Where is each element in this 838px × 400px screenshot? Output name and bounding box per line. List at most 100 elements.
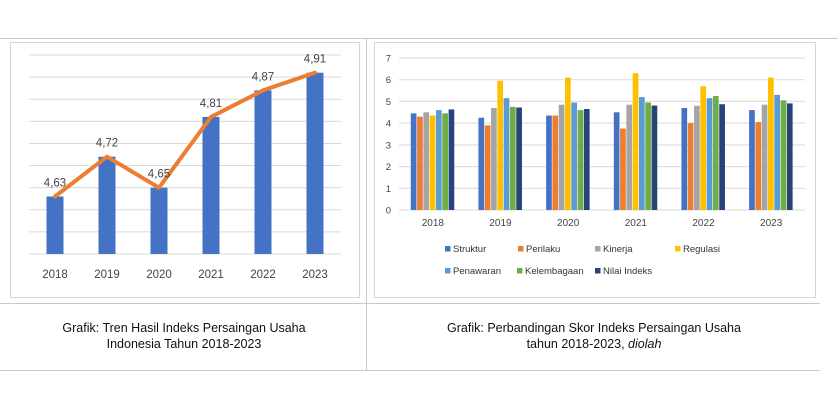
data-label: 4,87 [252, 71, 274, 83]
bar-2021 [202, 116, 220, 255]
bar-kelembagaan-2022 [712, 96, 719, 210]
y-tick-label: 0 [386, 206, 391, 217]
legend-label: Nilai Indeks [603, 266, 652, 277]
table-bottom-border [0, 370, 820, 371]
trend-chart-frame: 2018 2019 2020 2021 2022 2023 4,63 4,72 4,65 4,81… [10, 42, 360, 298]
bar-perilaku-2020 [552, 115, 559, 210]
y-tick-label: 1 [386, 184, 391, 195]
bar-kelembagaan-2018 [442, 113, 448, 210]
data-label: 4,91 [304, 54, 326, 66]
bar-penawaran-2020 [571, 102, 578, 210]
bar-regulasi-2018 [429, 115, 436, 210]
bar-penawaran-2019 [503, 98, 510, 210]
bar-kinerja-2021 [626, 104, 633, 210]
data-label: 4,72 [96, 138, 118, 150]
bar-kelembagaan-2020 [577, 110, 584, 210]
trend-chart: 2018 2019 2020 2021 2022 2023 4,63 4,72 4,65 4,81… [29, 54, 341, 281]
bar-kelembagaan-2019 [509, 106, 516, 210]
bar-2023 [306, 72, 324, 254]
bar-2019 [98, 156, 116, 254]
bar-kinerja-2023 [761, 104, 768, 210]
data-label: 4,81 [200, 98, 222, 110]
bar-penawaran-2021 [638, 97, 645, 210]
bar-struktur-2018 [410, 113, 417, 210]
bar-penawaran-2023 [774, 94, 781, 210]
left-caption-line1: Grafik: Tren Hasil Indeks Persaingan Usa… [62, 321, 306, 335]
table-column-divider [366, 38, 367, 370]
x-tick-label: 2018 [42, 269, 68, 281]
legend-swatch [595, 268, 601, 274]
bar-struktur-2019 [478, 117, 485, 210]
y-tick-label: 5 [386, 97, 391, 108]
bar-struktur-2022 [681, 107, 688, 210]
right-caption-line2-text: tahun 2018-2023, [526, 337, 629, 351]
y-tick-label: 7 [386, 54, 391, 65]
bar-nilai-indeks-2018 [448, 109, 455, 210]
bar-2020 [150, 187, 168, 254]
comparison-chart: 0 1 2 3 4 5 6 7 2018 2019 2020 2021 2022 2023 Struktur… [386, 54, 805, 277]
bar-2022 [254, 90, 272, 254]
bar-nilai-indeks-2019 [516, 107, 522, 210]
legend-label: Kelembagaan [525, 266, 584, 277]
bar-regulasi-2022 [700, 86, 707, 210]
x-tick-label: 2023 [302, 269, 328, 281]
table-top-border [0, 38, 838, 39]
y-tick-label: 2 [386, 162, 391, 173]
bar-struktur-2023 [749, 110, 755, 210]
bar-kinerja-2019 [491, 107, 497, 210]
legend-swatch [675, 246, 681, 252]
y-tick-label: 3 [386, 140, 391, 151]
legend-swatch [518, 246, 524, 252]
bar-kinerja-2022 [694, 105, 700, 210]
x-tick-label: 2018 [422, 218, 445, 229]
bar-struktur-2020 [546, 115, 552, 210]
data-label: 4,63 [44, 178, 66, 190]
left-caption-line2: Indonesia Tahun 2018-2023 [106, 337, 262, 351]
right-caption-line1: Grafik: Perbandingan Skor Indeks Persain… [447, 321, 741, 335]
right-caption-line2-italic: diolah [628, 337, 662, 351]
legend-label: Perilaku [526, 244, 560, 255]
y-tick-label: 6 [386, 75, 391, 86]
bar-penawaran-2022 [706, 98, 713, 210]
legend-swatch [445, 246, 451, 252]
bar-regulasi-2020 [565, 77, 571, 210]
bar-penawaran-2018 [435, 110, 442, 210]
x-tick-label: 2019 [94, 269, 120, 281]
data-label: 4,65 [148, 169, 170, 181]
y-tick-label: 4 [386, 119, 391, 130]
table-divider [0, 303, 820, 304]
bar-regulasi-2023 [768, 77, 774, 210]
x-tick-label: 2023 [760, 218, 783, 229]
bar-perilaku-2018 [417, 116, 423, 210]
bar-nilai-indeks-2020 [583, 109, 590, 210]
bar-perilaku-2019 [484, 125, 491, 210]
legend-label: Regulasi [683, 244, 720, 255]
legend-label: Struktur [453, 244, 486, 255]
x-tick-label: 2020 [557, 218, 580, 229]
bar-regulasi-2021 [632, 73, 639, 210]
bar-perilaku-2023 [755, 122, 762, 210]
bar-kelembagaan-2023 [780, 100, 787, 210]
right-caption: Grafik: Perbandingan Skor Indeks Persain… [374, 320, 814, 352]
bar-regulasi-2019 [497, 80, 504, 210]
legend-label: Penawaran [453, 266, 501, 277]
left-caption: Grafik: Tren Hasil Indeks Persaingan Usa… [10, 320, 358, 352]
bar-2018 [46, 196, 64, 254]
x-tick-label: 2021 [625, 218, 648, 229]
x-tick-label: 2022 [250, 269, 276, 281]
x-tick-label: 2019 [489, 218, 512, 229]
bar-nilai-indeks-2022 [719, 104, 725, 210]
comparison-chart-frame: 0 1 2 3 4 5 6 7 2018 2019 2020 2021 2022 2023 Struktur… [374, 42, 816, 298]
bar-nilai-indeks-2023 [786, 103, 793, 210]
bar-struktur-2021 [613, 112, 620, 210]
legend-label: Kinerja [603, 244, 633, 255]
bar-nilai-indeks-2021 [651, 105, 658, 210]
legend-swatch [517, 268, 523, 274]
x-tick-label: 2020 [146, 269, 172, 281]
x-tick-label: 2022 [692, 218, 715, 229]
bar-kelembagaan-2021 [645, 102, 651, 210]
bar-kinerja-2020 [558, 104, 565, 210]
legend-swatch [445, 268, 451, 274]
bar-kinerja-2018 [423, 112, 430, 210]
bar-perilaku-2022 [687, 123, 694, 210]
